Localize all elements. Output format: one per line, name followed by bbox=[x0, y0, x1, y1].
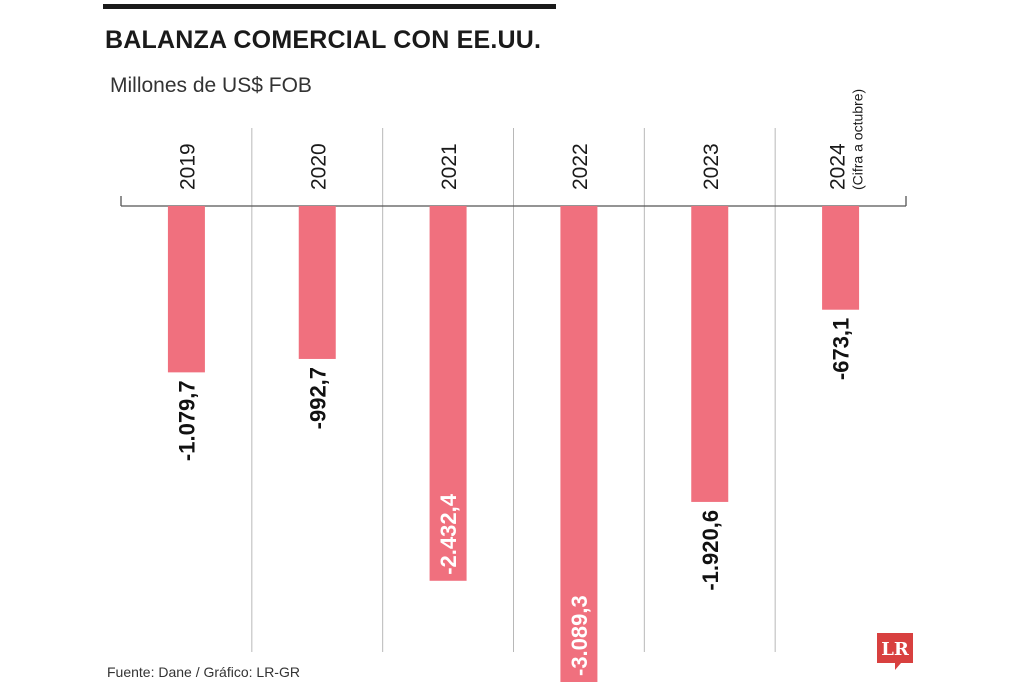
bar-2023 bbox=[691, 206, 729, 502]
bar-2022 bbox=[560, 206, 598, 682]
column-separators bbox=[251, 128, 776, 652]
category-label-2019: 2019 bbox=[176, 143, 199, 190]
bar-2019 bbox=[167, 206, 205, 373]
bars bbox=[167, 206, 860, 682]
bar-2021 bbox=[429, 206, 467, 581]
bar-2024 bbox=[822, 206, 860, 310]
value-label-2020: -992,7 bbox=[305, 367, 330, 429]
category-label-2021: 2021 bbox=[438, 143, 461, 190]
category-label-2020: 2020 bbox=[307, 143, 330, 190]
category-label-2024: 2024 bbox=[827, 143, 850, 190]
lr-logo: LR bbox=[877, 633, 913, 670]
value-label-2021: -2.432,4 bbox=[436, 493, 461, 574]
value-labels: -1.079,7 -992,7 -2.432,4 -3.089,3 -1.920,6 -6… bbox=[174, 318, 853, 676]
value-label-2023: -1.920,6 bbox=[698, 510, 723, 591]
category-label-2022: 2022 bbox=[569, 143, 592, 190]
value-label-2024: -673,1 bbox=[829, 318, 854, 380]
bar-2020 bbox=[298, 206, 336, 359]
chart-subtitle: Millones de US$ FOB bbox=[110, 74, 312, 97]
category-labels: 2019 2020 2021 2022 2023 2024 (Cifra a octubre… bbox=[176, 89, 865, 190]
source-note: Fuente: Dane / Gráfico: LR-GR bbox=[107, 664, 300, 680]
category-label-2023: 2023 bbox=[700, 143, 723, 190]
top-rule bbox=[103, 4, 556, 9]
value-label-2022: -3.089,3 bbox=[567, 595, 592, 676]
chart-title: BALANZA COMERCIAL CON EE.UU. bbox=[105, 26, 542, 54]
lr-logo-text: LR bbox=[881, 639, 910, 660]
value-label-2019: -1.079,7 bbox=[174, 380, 199, 461]
category-note-2024: (Cifra a octubre) bbox=[850, 89, 866, 190]
zero-axis bbox=[120, 196, 907, 207]
